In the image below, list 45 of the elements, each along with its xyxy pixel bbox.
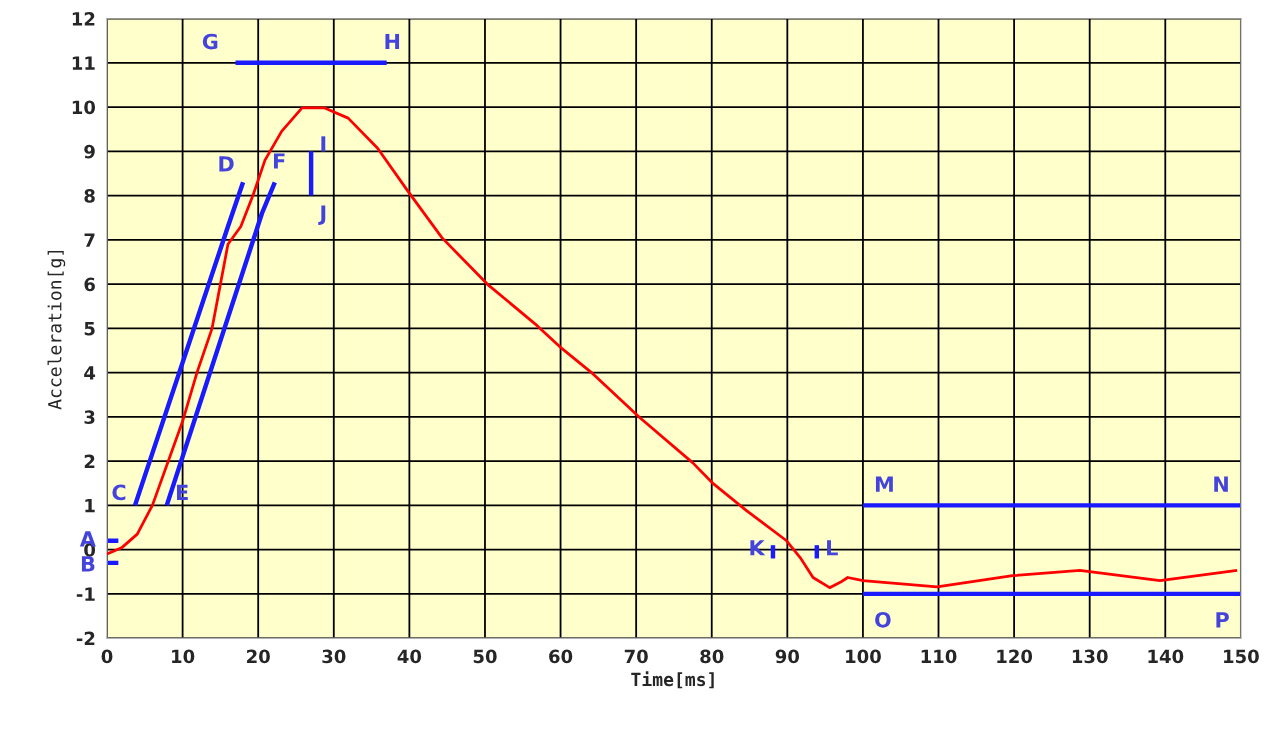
y-tick-label: 2 [84, 454, 95, 468]
annotation: N [1214, 476, 1228, 492]
y-tick-label: 9 [84, 144, 95, 159]
annotation: B [81, 556, 95, 572]
x-tick-label: 0 [101, 649, 113, 664]
x-tick-label: 120 [997, 649, 1033, 664]
y-tick-label: 6 [84, 277, 95, 292]
annotation: F [273, 153, 285, 169]
x-tick-label: 20 [247, 649, 270, 664]
y-tick-label: 3 [84, 410, 95, 424]
x-tick-label: 110 [921, 649, 957, 664]
annotation: C [112, 484, 126, 501]
annotation: H [385, 33, 400, 50]
x-tick-label: 100 [846, 649, 881, 664]
x-tick-label: 60 [549, 649, 573, 664]
y-tick-label: -2 [76, 631, 95, 645]
annotation: M [875, 476, 893, 492]
y-tick-label: 5 [84, 322, 95, 336]
annotation: O [875, 611, 891, 628]
y-tick-label: -1 [76, 587, 95, 601]
annotation: I [321, 136, 326, 152]
x-tick-label: 130 [1072, 649, 1108, 664]
y-tick-label: 11 [72, 56, 95, 70]
y-tick-label: 12 [72, 12, 95, 26]
y-tick-label: 1 [85, 499, 95, 513]
line-series [107, 106, 1239, 590]
x-tick-label: 30 [322, 649, 346, 664]
x-axis-title: Time[ms] [631, 671, 714, 689]
x-tick-label: 150 [1224, 649, 1259, 664]
annotation: J [318, 205, 326, 225]
annotation: D [219, 156, 234, 172]
y-tick-label: 8 [84, 189, 95, 203]
y-tick-label: 7 [84, 233, 95, 247]
y-tick-label: 4 [84, 366, 96, 380]
x-tick-label: 10 [172, 649, 195, 664]
annotation: G [202, 33, 218, 50]
x-tick-label: 80 [700, 649, 724, 664]
x-tick-label: 140 [1148, 649, 1184, 664]
y-tick-label: 10 [72, 100, 96, 115]
x-tick-label: 70 [624, 649, 648, 664]
annotation: P [1216, 612, 1229, 628]
x-tick-label: 40 [397, 649, 422, 664]
y-axis-title: Acceleration[g] [47, 250, 66, 410]
x-tick-label: 90 [775, 649, 800, 664]
x-tick-label: 50 [473, 649, 497, 664]
